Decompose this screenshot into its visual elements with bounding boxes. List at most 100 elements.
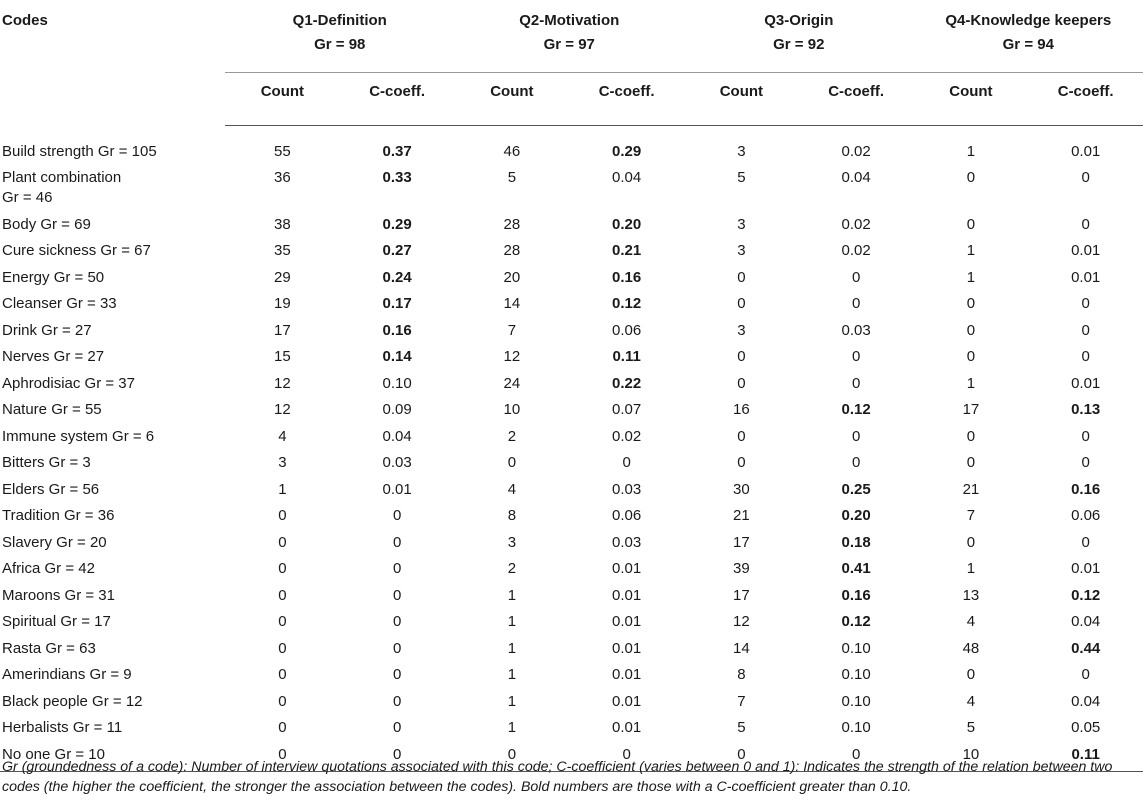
question-gr-q2: Gr = 97 <box>454 32 685 73</box>
count-cell: 28 <box>503 242 521 259</box>
ccoeff-cell: 0 <box>392 666 402 683</box>
code-label: Immune system Gr = 6 <box>2 427 155 445</box>
code-label: Spiritual Gr = 17 <box>2 613 111 630</box>
ccoeff-cell: 0 <box>1081 215 1090 233</box>
table-container: Codes Q1-Definition Q2-Motivation Q3-Ori… <box>0 0 1143 772</box>
ccoeff-cell: 0.11 <box>1028 739 1143 772</box>
ccoeff-cell: 0.06 <box>612 507 642 524</box>
ccoeff-cell: 0.37 <box>340 126 455 163</box>
ccoeff-cell: 0 <box>851 295 861 312</box>
code-label: Drink Gr = 27 <box>2 321 92 339</box>
count-cell: 7 <box>737 692 746 710</box>
ccoeff-cell: 0 <box>1081 295 1090 312</box>
count-cell: 46 <box>503 143 521 160</box>
ccoeff-cell: 0.11 <box>569 342 684 369</box>
ccoeff-cell: 0.20 <box>799 501 914 528</box>
count-cell: 38 <box>274 215 291 233</box>
table-row: Elders Gr = 56 1 0.01 4 0.03 30 0.25 21 0.16 <box>0 475 1143 502</box>
ccoeff-cell: 0 <box>1081 666 1090 683</box>
bold-ccoeff-value: 0.29 <box>382 215 412 233</box>
ccoeff-cell: 0.18 <box>799 528 914 555</box>
table-row: Nature Gr = 55 12 0.09 10 0.07 16 0.12 17 0.13 <box>0 395 1143 422</box>
count-cell: 3 <box>737 242 746 259</box>
count-cell: 0 <box>966 168 976 186</box>
bold-ccoeff-value: 0.12 <box>841 401 871 418</box>
count-cell: 5 <box>966 719 976 736</box>
count-cell: 12 <box>503 348 521 365</box>
count-cell: 0 <box>278 586 287 604</box>
count-cell: 48 <box>962 639 980 657</box>
count-cell: 0 <box>737 454 746 471</box>
count-cell: 14 <box>503 295 521 312</box>
table-row: Energy Gr = 50 29 0.24 20 0.16 0 0 1 0.01 <box>0 263 1143 290</box>
ccoeff-cell: 0.06 <box>612 321 642 339</box>
code-label: Aphrodisiac Gr = 37 <box>2 374 135 392</box>
count-cell: 3 <box>507 533 517 551</box>
ccoeff-cell: 0 <box>569 739 685 772</box>
ccoeff-cell: 0.16 <box>1028 475 1143 502</box>
count-cell: 4 <box>966 613 976 630</box>
codes-header: Codes <box>2 12 48 29</box>
ccoeff-cell: 0 <box>851 374 861 392</box>
ccoeff-cell: 0.03 <box>612 480 642 498</box>
count-cell: 12 <box>274 374 291 392</box>
ccoeff-cell: 0.04 <box>382 427 412 445</box>
bold-ccoeff-value: 0.12 <box>1071 586 1101 604</box>
table-row: Nerves Gr = 27 15 0.14 12 0.11 0 0 0 0 <box>0 342 1143 369</box>
count-cell: 0 <box>278 719 287 736</box>
table-row: Aphrodisiac Gr = 37 12 0.10 24 0.22 0 0 1 0.01 <box>0 369 1143 396</box>
count-cell: 17 <box>274 321 291 339</box>
ccoeff-cell: 0.01 <box>1071 143 1101 160</box>
count-cell: 0 <box>966 666 976 683</box>
count-cell: 0 <box>737 374 746 392</box>
bold-ccoeff-value: 0.14 <box>382 348 412 365</box>
count-cell: 35 <box>274 242 291 259</box>
count-cell: 5 <box>737 168 746 186</box>
bold-ccoeff-value: 0.29 <box>612 143 642 160</box>
bold-ccoeff-value: 0.16 <box>612 268 642 286</box>
bold-ccoeff-value: 0.44 <box>1071 639 1101 657</box>
code-label: Herbalists Gr = 11 <box>2 719 123 736</box>
ccoeff-cell: 0.09 <box>382 401 412 418</box>
question-gr-q1: Gr = 98 <box>225 32 455 73</box>
count-header: Count <box>454 72 570 126</box>
ccoeff-cell: 0.20 <box>569 210 684 237</box>
table-row: Plant combination Gr = 46 36 0.33 5 0.04 5 0.04… <box>0 163 1143 210</box>
ccoeff-cell: 0 <box>798 739 914 772</box>
count-cell: 0 <box>737 427 746 445</box>
count-cell: 0 <box>966 348 976 365</box>
count-cell: 0 <box>966 321 976 339</box>
table-row: Black people Gr = 12 0 0 1 0.01 7 0.10 4 0.04 <box>0 687 1143 714</box>
table-row: Bitters Gr = 3 3 0.03 0 0 0 0 0 0 <box>0 448 1143 475</box>
table-header: Codes Q1-Definition Q2-Motivation Q3-Ori… <box>0 0 1143 126</box>
count-cell: 55 <box>274 143 291 160</box>
codes-table: Codes Q1-Definition Q2-Motivation Q3-Ori… <box>0 0 1143 772</box>
bold-ccoeff-value: 0.33 <box>382 168 412 186</box>
ccoeff-cell: 0.21 <box>569 236 684 263</box>
bold-ccoeff-value: 0.24 <box>382 268 412 286</box>
count-cell: 8 <box>737 666 746 683</box>
table-row: Rasta Gr = 63 0 0 1 0.01 14 0.10 48 0.44 <box>0 634 1143 661</box>
count-cell: 0 <box>966 454 976 471</box>
ccoeff-cell: 0 <box>392 719 402 736</box>
ccoeff-cell: 0.02 <box>841 143 871 160</box>
ccoeff-cell: 0 <box>392 613 402 630</box>
ccoeff-cell: 0.16 <box>569 263 684 290</box>
ccoeff-cell: 0.02 <box>841 242 871 259</box>
code-label: Black people Gr = 12 <box>2 692 143 710</box>
code-label: Body Gr = 69 <box>2 215 91 233</box>
code-label: Bitters Gr = 3 <box>2 454 91 471</box>
count-cell: 0 <box>278 666 287 683</box>
code-label: Nature Gr = 55 <box>2 401 102 418</box>
bold-ccoeff-value: 0.37 <box>382 143 412 160</box>
table-row: Tradition Gr = 36 0 0 8 0.06 21 0.20 7 0.06 <box>0 501 1143 528</box>
count-cell: 5 <box>507 168 517 186</box>
code-label: Tradition Gr = 36 <box>2 507 115 524</box>
ccoeff-cell: 0.13 <box>1028 395 1143 422</box>
ccoeff-cell: 0 <box>392 507 402 524</box>
count-cell: 0 <box>225 739 340 772</box>
table-row: Immune system Gr = 6 4 0.04 2 0.02 0 0 0 0 <box>0 422 1143 449</box>
count-cell: 17 <box>962 401 980 418</box>
bold-ccoeff-value: 0.22 <box>612 374 642 392</box>
code-label: Plant combination Gr = 46 <box>2 168 122 206</box>
